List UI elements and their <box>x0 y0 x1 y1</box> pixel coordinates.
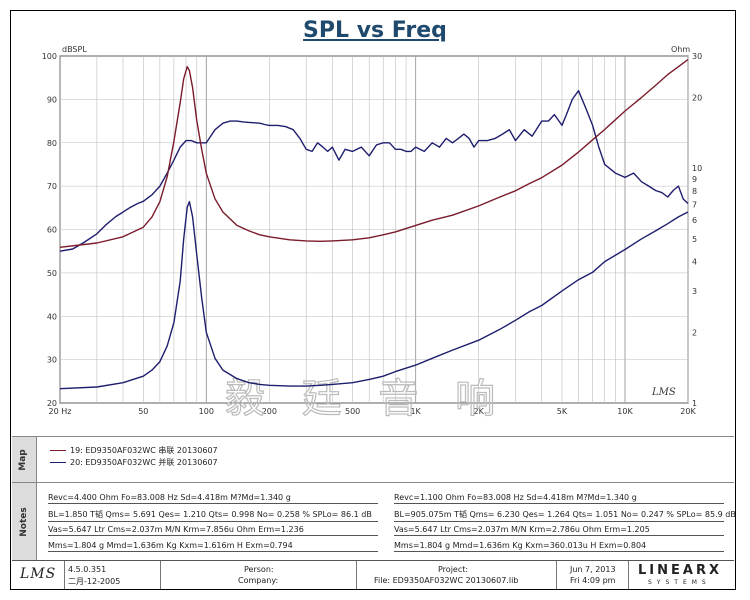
y2-tick-label: 20 <box>692 93 702 102</box>
series-line <box>59 200 689 390</box>
footer-person-cell: Person: Company: <box>160 561 357 589</box>
notes-label: Notes <box>19 507 29 537</box>
x-tick-label: 2K <box>473 407 484 416</box>
watermark-text: 毅 廷 音 响 <box>225 376 507 422</box>
lms-mark: LMS <box>651 387 676 398</box>
map-item-label: 20: ED9350AF032WC 并联 20130607 <box>70 458 218 467</box>
series-line <box>59 58 689 248</box>
note-right-1: BL=905.075m T韬 Qms= 6.230 Qes= 1.264 Qts… <box>394 509 736 522</box>
y-tick-label: 20 <box>47 399 57 408</box>
notes-tab: Notes <box>12 483 37 561</box>
series-swatch <box>50 450 66 451</box>
y2-tick-label: 3 <box>692 287 697 296</box>
note-left-3: Mms=1.804 g Mmd=1.636m Kg Kxm=1.616m H E… <box>48 541 378 552</box>
y-tick-label: 90 <box>47 95 57 104</box>
version-text: 4.5.0.351 <box>68 565 107 574</box>
map-tab: Map <box>12 437 37 483</box>
y2-tick-label: 4 <box>692 258 697 267</box>
series-line <box>59 89 689 252</box>
y-tick-label: 50 <box>47 269 57 278</box>
x-tick-label: 20 Hz <box>49 407 72 416</box>
y-tick-label: 70 <box>47 182 57 191</box>
build-date-text: 二月-12-2005 <box>68 577 121 586</box>
x-tick-label: 200 <box>262 407 277 416</box>
map-item: 20: ED9350AF032WC 并联 20130607 <box>50 457 218 468</box>
project-label: Project: <box>438 565 469 574</box>
time-text: Fri 4:09 pm <box>570 576 616 585</box>
y2-tick-label: 7 <box>692 200 697 209</box>
date-text: Jun 7, 2013 <box>570 565 616 574</box>
notes-section: Notes Revc=4.400 Ohm Fo=83.008 Hz Sd=4.4… <box>12 482 736 561</box>
map-section: Map 19: ED9350AF032WC 串联 20130607 20: ED… <box>12 436 734 483</box>
footer-version-cell: 4.5.0.351 二月-12-2005 <box>64 561 161 589</box>
y2-tick-label: 9 <box>692 175 697 184</box>
footer-bar: LMS 4.5.0.351 二月-12-2005 Person: Company… <box>12 560 734 589</box>
company-label: Company: <box>238 576 279 585</box>
map-label: Map <box>18 449 28 471</box>
note-right-3: Mms=1.804 g Mmd=1.636m Kg Kxm=360.013u H… <box>394 541 724 552</box>
note-right-2: Vas=5.647 Ltr Cms=2.037m M/N Krm=2.786u … <box>394 525 724 536</box>
x-tick-label: 500 <box>345 407 360 416</box>
y2-tick-label: 2 <box>692 328 697 337</box>
y-tick-label: 100 <box>42 52 57 61</box>
left-axis-unit: dBSPL <box>62 45 87 54</box>
footer-logo-cell: LMS <box>12 561 65 589</box>
curves <box>59 58 689 390</box>
person-label: Person: <box>244 565 274 574</box>
grid <box>59 55 689 404</box>
linearx-logo: LINEARX <box>638 563 722 578</box>
y-tick-label: 30 <box>47 356 57 365</box>
note-left-2: Vas=5.647 Ltr Cms=2.037m M/N Krm=7.856u … <box>48 525 378 536</box>
note-left-0: Revc=4.400 Ohm Fo=83.008 Hz Sd=4.418m M?… <box>48 493 378 504</box>
tick-labels: 20 30 40 50 60 70 80 90 100 1 2 3 4 5 6 7 8 9 10 20 30 20 Hz 5… <box>42 52 702 416</box>
x-tick-label: 5K <box>557 407 568 416</box>
systems-logo: SYSTEMS <box>648 579 711 586</box>
x-tick-label: 100 <box>199 407 214 416</box>
footer-brand-cell: LINEARX SYSTEMS <box>628 561 734 589</box>
footer-date-cell: Jun 7, 2013 Fri 4:09 pm <box>556 561 629 589</box>
lms-logo: LMS <box>20 566 57 582</box>
y2-tick-label: 6 <box>692 216 697 225</box>
note-right-0: Revc=1.100 Ohm Fo=83.008 Hz Sd=4.418m M?… <box>394 493 724 504</box>
right-axis-unit: Ohm <box>671 45 690 54</box>
note-left-1: BL=1.850 T韬 Qms= 5.691 Qes= 1.210 Qts= 0… <box>48 509 378 522</box>
file-label: File: ED9350AF032WC 20130607.lib <box>374 576 519 585</box>
chart-title: SPL vs Freq <box>303 18 447 43</box>
y2-tick-label: 10 <box>692 164 702 173</box>
x-tick-label: 20K <box>680 407 696 416</box>
y-tick-label: 60 <box>47 226 57 235</box>
x-tick-label: 10K <box>617 407 633 416</box>
map-item: 19: ED9350AF032WC 串联 20130607 <box>50 445 218 456</box>
y2-tick-label: 5 <box>692 235 697 244</box>
footer-project-cell: Project: File: ED9350AF032WC 20130607.li… <box>356 561 557 589</box>
y2-tick-label: 1 <box>692 399 697 408</box>
y2-tick-label: 30 <box>692 52 702 61</box>
y2-tick-label: 8 <box>692 187 697 196</box>
map-item-label: 19: ED9350AF032WC 串联 20130607 <box>70 446 218 455</box>
spl-chart: 20 30 40 50 60 70 80 90 100 1 2 3 4 5 6 7 8 9 10 20 30 20 Hz 5… <box>42 45 702 423</box>
y-tick-label: 80 <box>47 139 57 148</box>
x-tick-label: 50 <box>138 407 148 416</box>
series-swatch <box>50 462 66 463</box>
x-tick-label: 1K <box>410 407 421 416</box>
y-tick-label: 40 <box>47 312 57 321</box>
